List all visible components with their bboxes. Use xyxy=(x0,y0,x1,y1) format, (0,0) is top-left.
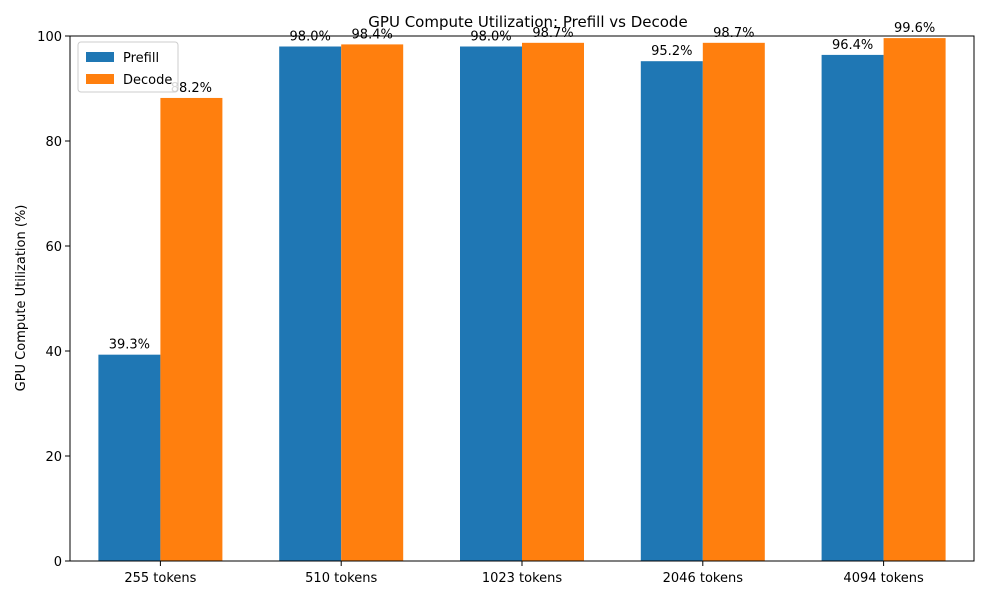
data-label-prefill-3: 95.2% xyxy=(651,44,692,59)
y-tick-label-100: 100 xyxy=(37,30,62,45)
bar-decode-3 xyxy=(702,42,765,561)
y-tick-label-40: 40 xyxy=(45,345,62,360)
data-label-decode-1: 98.4% xyxy=(352,27,393,42)
legend-label-prefill: Prefill xyxy=(123,51,159,66)
bar-prefill-3 xyxy=(640,61,703,561)
bar-prefill-2 xyxy=(460,46,522,561)
x-tick-label-2: 1023 tokens xyxy=(482,571,563,586)
data-label-prefill-0: 39.3% xyxy=(109,338,150,353)
y-tick-label-0: 0 xyxy=(54,555,62,570)
x-tick-label-0: 255 tokens xyxy=(124,571,196,586)
x-tick-label-3: 2046 tokens xyxy=(663,571,744,586)
data-label-prefill-1: 98.0% xyxy=(290,30,331,45)
y-tick-label-20: 20 xyxy=(45,450,62,465)
data-label-decode-0: 88.2% xyxy=(171,81,212,96)
y-tick-label-80: 80 xyxy=(45,135,62,150)
bar-prefill-4 xyxy=(821,54,884,562)
legend-swatch-prefill xyxy=(86,52,114,62)
bar-decode-1 xyxy=(341,44,404,561)
y-tick-label-60: 60 xyxy=(45,240,62,255)
data-label-decode-4: 99.6% xyxy=(894,21,935,36)
bar-decode-2 xyxy=(522,42,584,561)
legend: Prefill Decode xyxy=(77,41,179,93)
bar-prefill-1 xyxy=(279,46,342,561)
legend-label-decode: Decode xyxy=(123,73,172,88)
x-tick-label-1: 510 tokens xyxy=(305,571,377,586)
data-label-decode-2: 98.7% xyxy=(532,26,573,41)
chart-title: GPU Compute Utilization: Prefill vs Deco… xyxy=(368,13,687,31)
plot-area: 39.3% 98.0% 98.0% 95.2% 96.4% 88.2% 98.4% 98.7%… xyxy=(37,21,975,586)
data-label-prefill-2: 98.0% xyxy=(470,30,511,45)
x-tick-label-4: 4094 tokens xyxy=(843,571,924,586)
bar-prefill-0 xyxy=(98,354,161,561)
bar-decode-0 xyxy=(160,97,223,561)
bar-decode-4 xyxy=(883,38,946,562)
data-label-decode-3: 98.7% xyxy=(713,26,754,41)
legend-swatch-decode xyxy=(86,74,114,84)
data-label-prefill-4: 96.4% xyxy=(832,38,873,53)
y-axis-title: GPU Compute Utilization (%) xyxy=(14,205,29,392)
